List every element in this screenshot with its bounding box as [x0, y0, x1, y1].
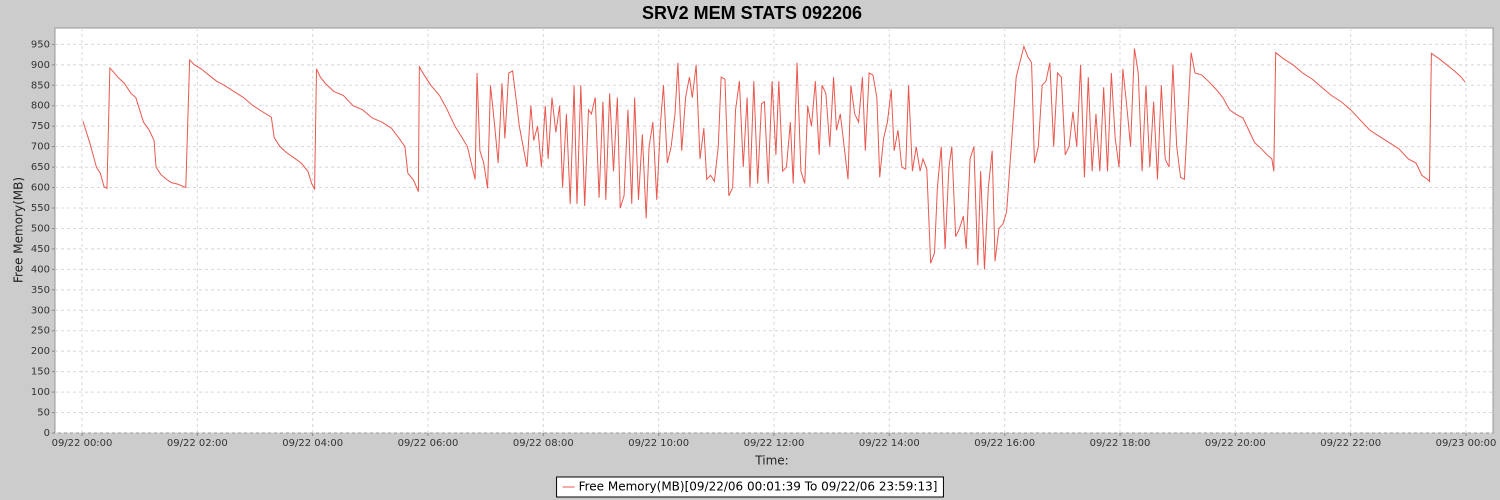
- y-tick-label: 750: [31, 121, 50, 132]
- y-tick-label: 950: [31, 39, 50, 50]
- y-axis-label: Free Memory(MB): [12, 177, 26, 283]
- legend: Free Memory(MB)[09/22/06 00:01:39 To 09/…: [556, 476, 944, 498]
- y-tick-label: 0: [44, 428, 50, 439]
- x-tick-label: 09/22 06:00: [398, 438, 459, 449]
- x-tick-label: 09/22 08:00: [513, 438, 574, 449]
- x-tick-label: 09/22 20:00: [1205, 438, 1266, 449]
- x-axis-label: Time:: [754, 454, 788, 468]
- y-tick-label: 550: [31, 203, 50, 214]
- y-tick-label: 350: [31, 285, 50, 296]
- x-tick-label: 09/22 14:00: [859, 438, 920, 449]
- x-tick-label: 09/22 12:00: [744, 438, 805, 449]
- legend-box: [556, 476, 944, 498]
- chart-title: SRV2 MEM STATS 092206: [642, 3, 862, 23]
- y-tick-label: 400: [31, 264, 50, 275]
- y-tick-label: 500: [31, 223, 50, 234]
- y-tick-label: 100: [31, 387, 50, 398]
- y-tick-label: 300: [31, 305, 50, 316]
- line-series: [82, 44, 1466, 270]
- x-tick-label: 09/23 00:00: [1436, 438, 1497, 449]
- y-tick-label: 700: [31, 142, 50, 153]
- y-tick-label: 200: [31, 346, 50, 357]
- legend-label: Free Memory(MB)[09/22/06 00:01:39 To 09/…: [579, 480, 938, 494]
- y-tick-label: 850: [31, 80, 50, 91]
- x-tick-label: 09/22 16:00: [974, 438, 1035, 449]
- y-tick-label: 800: [31, 101, 50, 112]
- x-tick-label: 09/22 02:00: [167, 438, 228, 449]
- y-tick-label: 50: [37, 408, 50, 419]
- x-tick-label: 09/22 18:00: [1090, 438, 1151, 449]
- x-tick-label: 09/22 04:00: [282, 438, 343, 449]
- y-tick-label: 150: [31, 367, 50, 378]
- x-tick-label: 09/22 22:00: [1320, 438, 1381, 449]
- y-tick-label: 250: [31, 326, 50, 337]
- y-tick-label: 600: [31, 183, 50, 194]
- y-tick-label: 450: [31, 244, 50, 255]
- x-tick-label: 09/22 00:00: [52, 438, 113, 449]
- y-tick-label: 650: [31, 162, 50, 173]
- y-tick-label: 900: [31, 60, 50, 71]
- x-tick-label: 09/22 10:00: [628, 438, 689, 449]
